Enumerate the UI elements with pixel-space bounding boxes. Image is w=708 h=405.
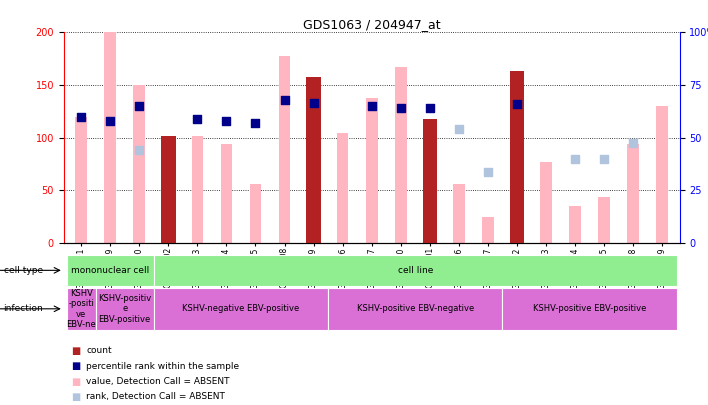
Bar bbox=[540, 162, 552, 243]
Text: KSHV-positive EBV-negative: KSHV-positive EBV-negative bbox=[357, 304, 474, 313]
Bar bbox=[154, 288, 328, 330]
Point bbox=[134, 147, 145, 153]
Bar bbox=[569, 206, 581, 243]
Bar bbox=[482, 217, 493, 243]
Bar bbox=[510, 71, 524, 243]
Point bbox=[453, 126, 464, 132]
Bar bbox=[598, 197, 610, 243]
Text: infection: infection bbox=[4, 304, 43, 313]
Text: KSHV
-positi
ve
EBV-ne: KSHV -positi ve EBV-ne bbox=[67, 289, 96, 329]
Text: ■: ■ bbox=[71, 346, 80, 356]
Point bbox=[598, 156, 610, 162]
Bar bbox=[328, 288, 503, 330]
Bar bbox=[627, 144, 639, 243]
Bar bbox=[395, 67, 406, 243]
Point bbox=[395, 105, 406, 111]
Text: count: count bbox=[86, 346, 112, 355]
Text: ■: ■ bbox=[71, 361, 80, 371]
Bar bbox=[656, 106, 668, 243]
Bar bbox=[423, 119, 437, 243]
Bar bbox=[75, 117, 87, 243]
Text: percentile rank within the sample: percentile rank within the sample bbox=[86, 362, 239, 371]
Text: rank, Detection Call = ABSENT: rank, Detection Call = ABSENT bbox=[86, 392, 225, 401]
Point bbox=[308, 100, 319, 106]
Point bbox=[424, 105, 435, 111]
Point bbox=[366, 103, 377, 109]
Title: GDS1063 / 204947_at: GDS1063 / 204947_at bbox=[303, 18, 440, 31]
Point bbox=[192, 115, 203, 122]
Bar bbox=[104, 32, 116, 243]
Bar bbox=[67, 288, 96, 330]
Bar bbox=[161, 136, 176, 243]
Point bbox=[279, 96, 290, 103]
Bar bbox=[366, 98, 377, 243]
Bar bbox=[250, 184, 261, 243]
Bar bbox=[279, 55, 290, 243]
Text: KSHV-positiv
e
EBV-positive: KSHV-positiv e EBV-positive bbox=[98, 294, 152, 324]
Point bbox=[511, 101, 523, 107]
Text: cell type: cell type bbox=[4, 266, 42, 275]
Point bbox=[569, 156, 581, 162]
Bar bbox=[192, 136, 203, 243]
Bar bbox=[133, 85, 145, 243]
Bar bbox=[337, 134, 348, 243]
Bar bbox=[96, 288, 154, 330]
Bar bbox=[307, 77, 321, 243]
Text: KSHV-negative EBV-positive: KSHV-negative EBV-positive bbox=[183, 304, 299, 313]
Text: ■: ■ bbox=[71, 377, 80, 386]
Point bbox=[105, 117, 116, 124]
Text: ■: ■ bbox=[71, 392, 80, 402]
Point bbox=[134, 103, 145, 109]
Text: value, Detection Call = ABSENT: value, Detection Call = ABSENT bbox=[86, 377, 230, 386]
Text: KSHV-positive EBV-positive: KSHV-positive EBV-positive bbox=[533, 304, 646, 313]
Bar bbox=[453, 184, 464, 243]
Text: mononuclear cell: mononuclear cell bbox=[71, 266, 149, 275]
Point bbox=[627, 140, 639, 146]
Point bbox=[250, 120, 261, 126]
Point bbox=[221, 117, 232, 124]
Text: cell line: cell line bbox=[398, 266, 433, 275]
Bar bbox=[503, 288, 677, 330]
Point bbox=[482, 169, 493, 176]
Bar bbox=[154, 255, 677, 286]
Bar bbox=[67, 255, 154, 286]
Point bbox=[76, 113, 87, 120]
Bar bbox=[221, 144, 232, 243]
